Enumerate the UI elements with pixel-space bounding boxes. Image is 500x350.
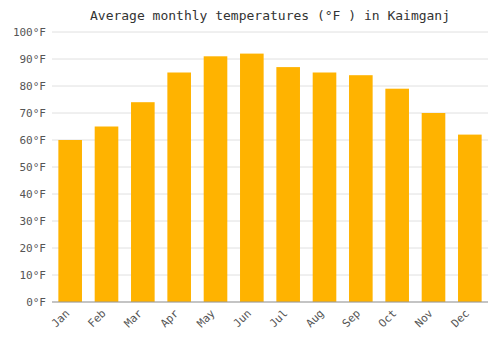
x-tick-label: May: [194, 307, 218, 331]
bar: [349, 75, 373, 302]
y-tick-label: 0°F: [26, 296, 46, 309]
bar: [240, 54, 264, 302]
y-tick-label: 90°F: [20, 53, 47, 66]
bar: [458, 135, 482, 302]
chart: Average monthly temperatures (°F ) in Ka…: [0, 0, 500, 350]
y-tick-label: 10°F: [20, 269, 47, 282]
x-axis-line: [52, 302, 488, 303]
bar: [204, 56, 228, 302]
bar: [95, 127, 119, 303]
grid-line: [52, 86, 488, 87]
bar: [276, 67, 300, 302]
x-tick-label: Mar: [122, 307, 146, 331]
y-tick-label: 70°F: [20, 107, 47, 120]
x-tick-label: Oct: [376, 307, 399, 330]
x-tick-label: Feb: [85, 307, 108, 330]
y-tick-label: 60°F: [20, 134, 47, 147]
x-tick-label: Nov: [412, 307, 436, 331]
grid-line: [52, 32, 488, 33]
bar: [58, 140, 82, 302]
x-tick-label: Jun: [231, 307, 254, 330]
grid-line: [52, 59, 488, 60]
bar: [313, 73, 337, 303]
bar: [422, 113, 446, 302]
y-tick-label: 50°F: [20, 161, 47, 174]
bar: [131, 102, 155, 302]
x-tick-label: Dec: [449, 307, 472, 330]
y-tick-label: 100°F: [13, 26, 46, 39]
grid-line: [52, 302, 488, 303]
title: Average monthly temperatures (°F ) in Ka…: [90, 8, 450, 23]
bar: [167, 73, 191, 303]
bar: [385, 89, 409, 302]
grid: [52, 32, 488, 302]
x-tick-label: Apr: [158, 307, 182, 331]
y-tick-label: 20°F: [20, 242, 47, 255]
bars: [58, 54, 481, 302]
x-tick-label: Sep: [340, 307, 363, 330]
y-tick-label: 30°F: [20, 215, 47, 228]
y-tick-label: 40°F: [20, 188, 47, 201]
x-tick-label: Jul: [267, 307, 290, 330]
x-tick-label: Jan: [49, 307, 72, 330]
x-tick-label: Aug: [303, 307, 326, 330]
y-tick-label: 80°F: [20, 80, 47, 93]
